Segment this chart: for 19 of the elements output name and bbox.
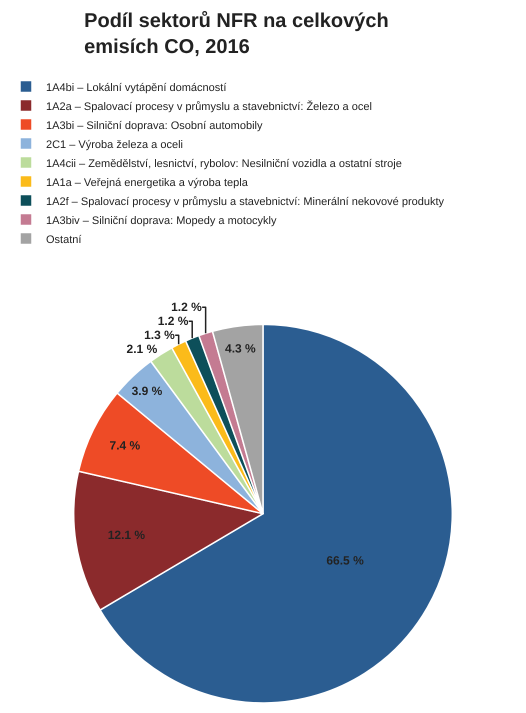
data-label: 12.1 % [108,528,146,542]
data-label: 1.2 % [158,314,189,328]
data-label: 2.1 % [126,342,158,356]
data-label: 3.9 % [132,384,163,398]
chart-title: Podíl sektorů NFR na celkových emisích CO, 2016 [84,10,389,58]
legend-label: 1A1a – Veřejná energetika a výroba tepla [46,176,249,189]
legend-label: 2C1 – Výroba železa a oceli [46,138,183,151]
data-label: 1.2 % [171,300,202,314]
legend-label: 1A3bi – Silniční doprava: Osobní automobily [46,120,263,132]
legend-label: Ostatní [46,234,82,246]
legend-label: 1A3biv – Silniční doprava: Mopedy a motocykly [46,214,278,227]
data-label: 4.3 % [225,341,256,356]
legend-label: 1A2f – Spalovací procesy v průmyslu a stavebnictví: Minerální nekovové produkty [46,196,445,208]
data-label: 66.5 % [326,554,364,568]
legend-label: 1A4cii – Zemědělství, lesnictví, rybolov: Nesilniční vozidla a ostatní stroje [46,158,402,170]
legend-label: 1A4bi – Lokální vytápění domácností [46,82,228,94]
data-label: 7.4 % [110,438,141,453]
data-label: 1.3 % [144,328,176,342]
legend-label: 1A2a – Spalovací procesy v průmyslu a stavebnictví: Železo a ocel [46,100,372,113]
